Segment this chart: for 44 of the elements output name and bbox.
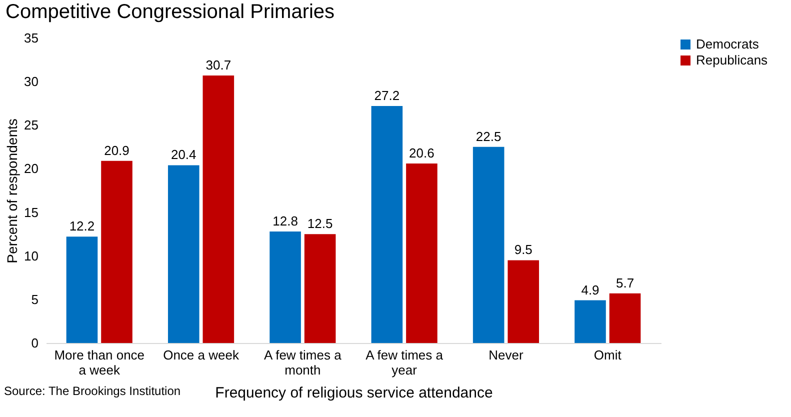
data-label: 20.4 — [170, 147, 196, 162]
bar — [508, 260, 540, 343]
data-label: 12.5 — [307, 216, 333, 232]
y-tick-label: 20 — [24, 161, 38, 176]
data-label: 12.8 — [272, 213, 298, 228]
data-label: 30.7 — [206, 57, 232, 72]
x-axis-title: Frequency of religious service attendance — [215, 384, 493, 402]
x-tick-label: A few times a year — [366, 348, 444, 378]
x-tick-label: More than once a week — [54, 348, 145, 378]
data-label: 5.7 — [616, 275, 634, 290]
bar — [202, 75, 234, 343]
y-tick-label: 30 — [24, 74, 38, 90]
bar — [101, 160, 132, 343]
x-tick-label: A few times a month — [264, 348, 342, 378]
chart-title: Competitive Congressional Primaries — [6, 1, 335, 23]
bar — [168, 165, 200, 343]
x-tick-label: Once a week — [163, 348, 240, 362]
source-note: Source: The Brookings Institution — [4, 384, 181, 398]
legend-label: Democrats — [696, 36, 760, 52]
y-tick-label: 15 — [24, 204, 38, 220]
bar — [304, 234, 336, 343]
data-label: 9.5 — [514, 242, 532, 258]
bar — [371, 106, 403, 343]
bar — [472, 146, 504, 343]
x-tick-label: Never — [488, 348, 524, 362]
legend-label: Republicans — [696, 52, 768, 68]
y-tick-label: 0 — [31, 336, 38, 350]
data-label: 20.9 — [104, 142, 130, 158]
bar — [270, 231, 301, 343]
y-tick-label: 10 — [24, 248, 38, 264]
bar — [66, 236, 98, 343]
data-label: 27.2 — [374, 88, 400, 103]
y-tick-label: 5 — [31, 292, 38, 307]
bar — [406, 163, 438, 343]
data-label: 12.2 — [69, 218, 95, 234]
x-tick-label: Omit — [594, 348, 622, 362]
data-label: 22.5 — [476, 128, 502, 144]
data-label: 20.6 — [409, 145, 434, 160]
bar — [574, 300, 606, 343]
y-tick-label: 35 — [24, 30, 38, 46]
y-axis-title: Percent of respondents — [4, 118, 20, 264]
bar — [609, 293, 641, 343]
y-tick-label: 25 — [24, 118, 38, 133]
data-label: 4.9 — [581, 282, 600, 298]
